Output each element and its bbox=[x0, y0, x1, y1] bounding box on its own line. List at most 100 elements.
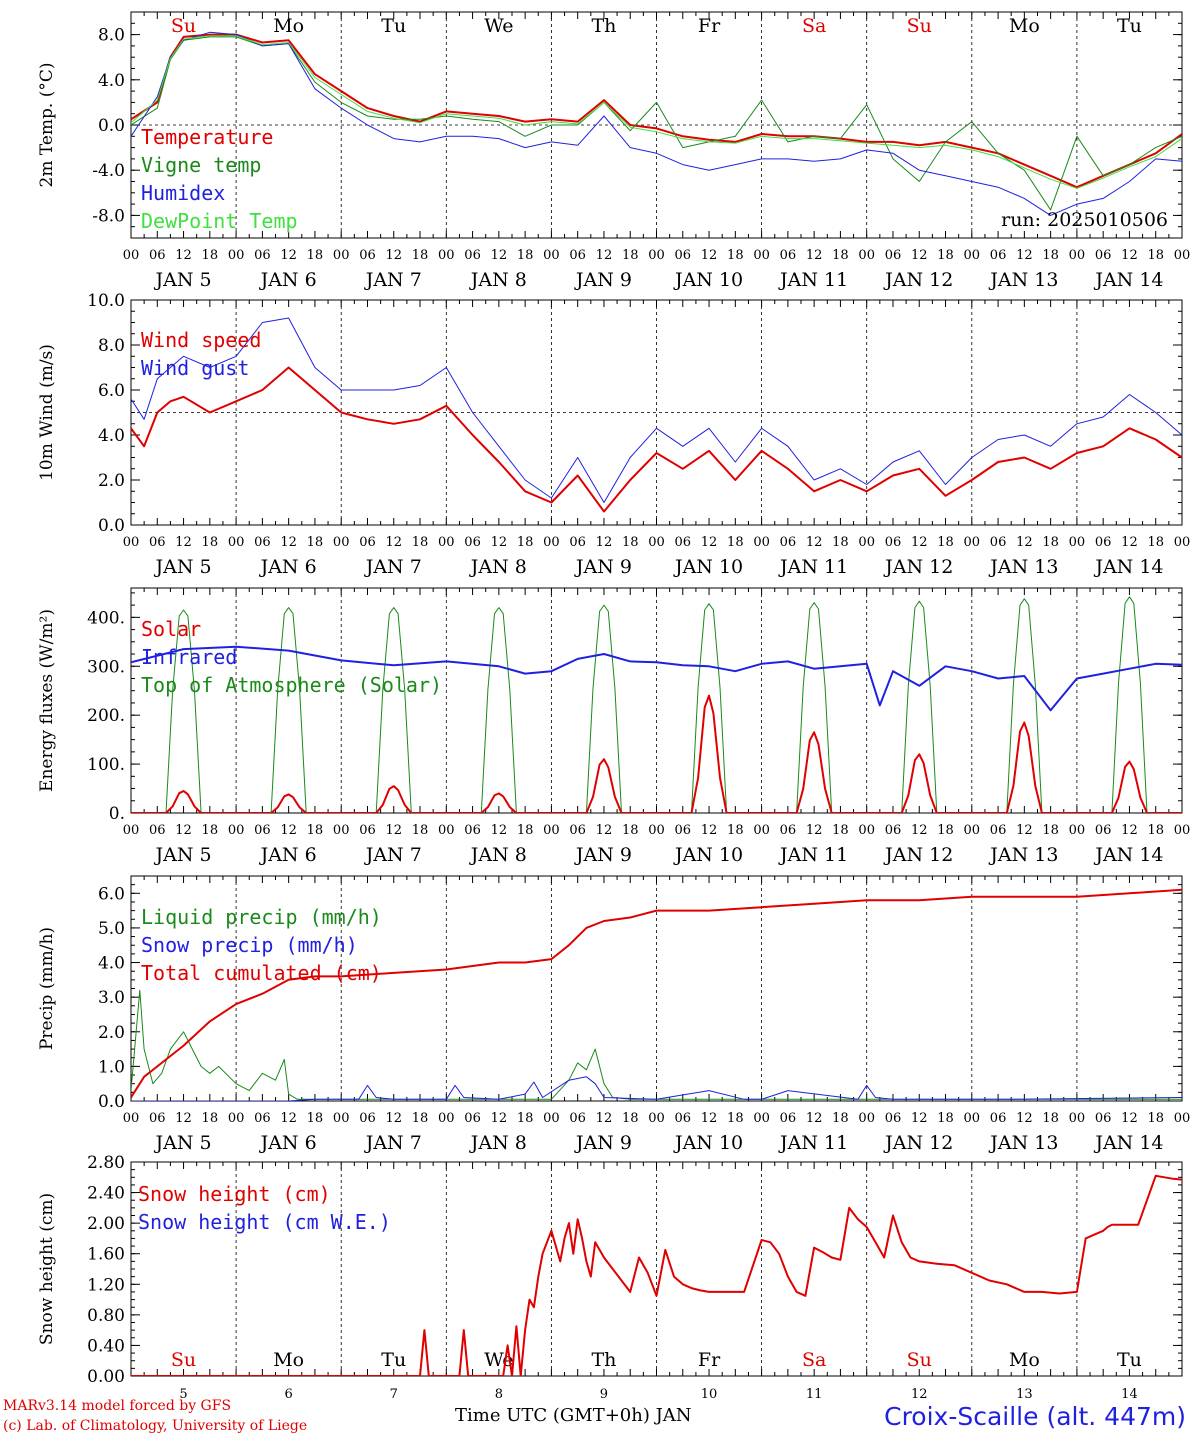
weekday-label: Tu bbox=[1117, 1349, 1142, 1371]
hour-label: 00 bbox=[333, 1111, 350, 1126]
date-label: JAN 6 bbox=[259, 844, 317, 866]
date-label: JAN 9 bbox=[574, 1132, 632, 1154]
legend-entry: Solar bbox=[141, 617, 201, 641]
hour-label: 06 bbox=[254, 248, 271, 263]
hour-label: 06 bbox=[885, 1111, 902, 1126]
date-label: JAN 10 bbox=[673, 556, 743, 578]
weekday-label: Th bbox=[591, 15, 616, 37]
date-label: JAN 10 bbox=[673, 844, 743, 866]
weekday-label: Tu bbox=[381, 15, 406, 37]
y-tick-label: 0.0 bbox=[98, 116, 125, 136]
hour-label: 00 bbox=[333, 823, 350, 838]
series-temperature bbox=[131, 33, 1182, 189]
series-liquid-precip-mm-h- bbox=[131, 989, 1182, 1100]
series-solar bbox=[131, 694, 1182, 813]
hour-label: 12 bbox=[911, 823, 928, 838]
y-tick-label: 1.60 bbox=[87, 1245, 125, 1265]
hour-label: 18 bbox=[517, 535, 534, 550]
model-credit: MARv3.14 model forced by GFS bbox=[3, 1398, 232, 1414]
y-axis-label: Precip (mm/h) bbox=[37, 927, 57, 1050]
hour-label: 18 bbox=[412, 1111, 429, 1126]
hour-label: 00 bbox=[228, 535, 245, 550]
hour-label: 00 bbox=[964, 535, 981, 550]
hour-label: 06 bbox=[149, 1111, 166, 1126]
date-label: JAN 13 bbox=[988, 844, 1058, 866]
y-tick-label: 2.80 bbox=[87, 1153, 125, 1173]
hour-label: 12 bbox=[806, 535, 823, 550]
hour-label: 06 bbox=[464, 823, 481, 838]
station-name: Croix-Scaille (alt. 447m) bbox=[884, 1402, 1186, 1431]
hour-label: 12 bbox=[701, 823, 718, 838]
date-label: JAN 5 bbox=[154, 1132, 212, 1154]
date-label: JAN 11 bbox=[778, 269, 848, 291]
hour-label: 18 bbox=[622, 535, 639, 550]
hour-label: 00 bbox=[123, 823, 140, 838]
hour-label: 18 bbox=[832, 248, 849, 263]
hour-label: 06 bbox=[780, 823, 797, 838]
hour-label: 00 bbox=[438, 248, 455, 263]
hour-label: 00 bbox=[438, 823, 455, 838]
hour-label: 18 bbox=[937, 1111, 954, 1126]
weekday-label: Su bbox=[171, 1349, 196, 1371]
date-label: JAN 14 bbox=[1093, 556, 1163, 578]
hour-label: 00 bbox=[753, 535, 770, 550]
date-label: JAN 6 bbox=[259, 1132, 317, 1154]
hour-label: 00 bbox=[1174, 1111, 1191, 1126]
y-axis-label: 10m Wind (m/s) bbox=[37, 344, 57, 481]
hour-label: 18 bbox=[727, 823, 744, 838]
panel-4: 0.0 1.0 2.0 3.0 4.0 5.0 6.0 Precip (mm/h) 00 06 12… bbox=[37, 875, 1191, 1154]
weekday-label: Su bbox=[171, 15, 196, 37]
legend-entry: Snow height (cm) bbox=[138, 1182, 331, 1206]
hour-label: 00 bbox=[964, 1111, 981, 1126]
hour-label: 18 bbox=[412, 248, 429, 263]
date-label: JAN 14 bbox=[1093, 844, 1163, 866]
hour-label: 06 bbox=[1095, 535, 1112, 550]
series-snow-precip-mm-h- bbox=[131, 1076, 1182, 1101]
date-label: JAN 9 bbox=[574, 556, 632, 578]
date-label: JAN 11 bbox=[778, 1132, 848, 1154]
weekday-label: Fr bbox=[698, 15, 721, 37]
hour-label: 18 bbox=[307, 1111, 324, 1126]
hour-label: 12 bbox=[1016, 535, 1033, 550]
hour-label: 00 bbox=[543, 823, 560, 838]
y-tick-label: 2.00 bbox=[87, 1214, 125, 1234]
hour-label: 06 bbox=[1095, 823, 1112, 838]
weekday-label: Th bbox=[591, 1349, 616, 1371]
date-label: JAN 13 bbox=[988, 269, 1058, 291]
hour-label: 06 bbox=[464, 1111, 481, 1126]
hour-label: 00 bbox=[858, 1111, 875, 1126]
weekday-label: Mo bbox=[1009, 1349, 1040, 1371]
hour-label: 00 bbox=[753, 823, 770, 838]
date-label: JAN 13 bbox=[988, 556, 1058, 578]
hour-label: 06 bbox=[149, 248, 166, 263]
hour-label: 06 bbox=[1095, 1111, 1112, 1126]
hour-label: 12 bbox=[701, 248, 718, 263]
hour-label: 06 bbox=[675, 248, 692, 263]
hour-label: 00 bbox=[858, 248, 875, 263]
hour-label: 06 bbox=[1095, 248, 1112, 263]
date-label: JAN 11 bbox=[778, 556, 848, 578]
hour-label: 00 bbox=[438, 1111, 455, 1126]
hour-label: 00 bbox=[964, 248, 981, 263]
weekday-label: Mo bbox=[273, 15, 304, 37]
date-label: JAN 12 bbox=[883, 1132, 953, 1154]
hour-label: 12 bbox=[175, 535, 192, 550]
hour-label: 06 bbox=[254, 1111, 271, 1126]
hour-label: 00 bbox=[1069, 248, 1086, 263]
hour-label: 00 bbox=[333, 248, 350, 263]
hour-label: 00 bbox=[543, 535, 560, 550]
date-label: JAN 6 bbox=[259, 269, 317, 291]
date-label: JAN 7 bbox=[364, 269, 422, 291]
hour-label: 18 bbox=[412, 535, 429, 550]
legend-entry: Wind speed bbox=[141, 328, 261, 352]
hour-label: 18 bbox=[517, 823, 534, 838]
hour-label: 18 bbox=[1147, 1111, 1164, 1126]
series-dewpoint-temp bbox=[131, 35, 1182, 189]
panel-3: 0. 100. 200. 300. 400. Energy fluxes (W/m²) 00… bbox=[37, 587, 1190, 866]
hour-label: 18 bbox=[937, 823, 954, 838]
hour-label: 18 bbox=[1147, 823, 1164, 838]
day-number-label: 14 bbox=[1121, 1387, 1138, 1402]
date-label: JAN 12 bbox=[883, 844, 953, 866]
hour-label: 00 bbox=[438, 535, 455, 550]
hour-label: 00 bbox=[228, 248, 245, 263]
